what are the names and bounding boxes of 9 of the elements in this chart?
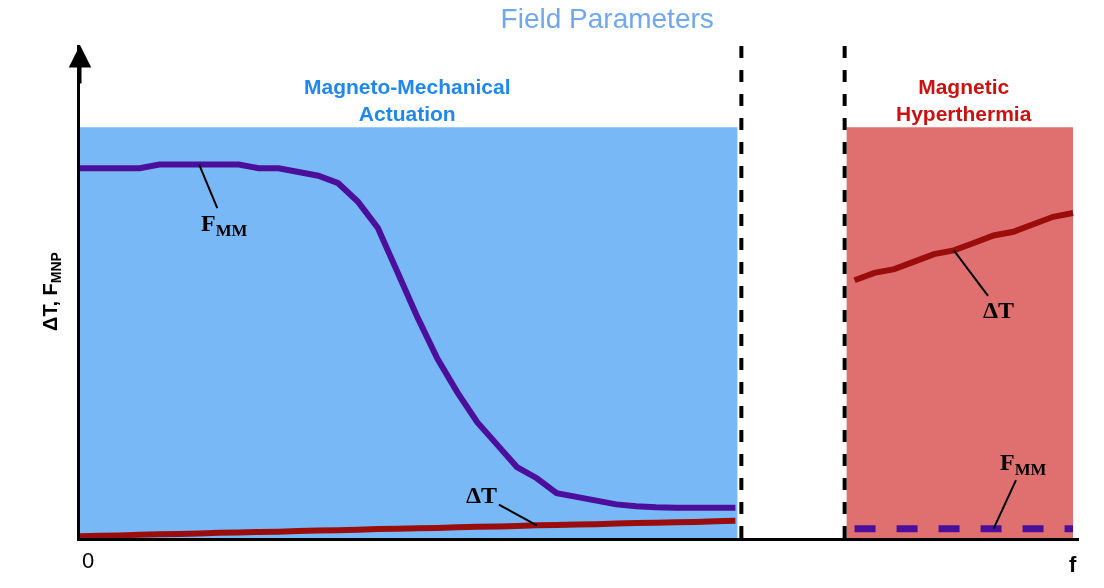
- text: 0: [82, 548, 95, 573]
- x-axis-title: f: [1069, 552, 1077, 577]
- text: Magnetic Hyperthermia: [896, 75, 1032, 126]
- chart-title: Field Parameters: [500, 3, 714, 35]
- annotation: F$_{MM}$: [1000, 449, 1047, 480]
- annotation: F$_{MM}$: [201, 210, 248, 241]
- annotation: ΔT: [466, 482, 498, 508]
- annotation: ΔT: [983, 297, 1015, 323]
- text: Magneto-Mechanical Actuation: [304, 75, 511, 126]
